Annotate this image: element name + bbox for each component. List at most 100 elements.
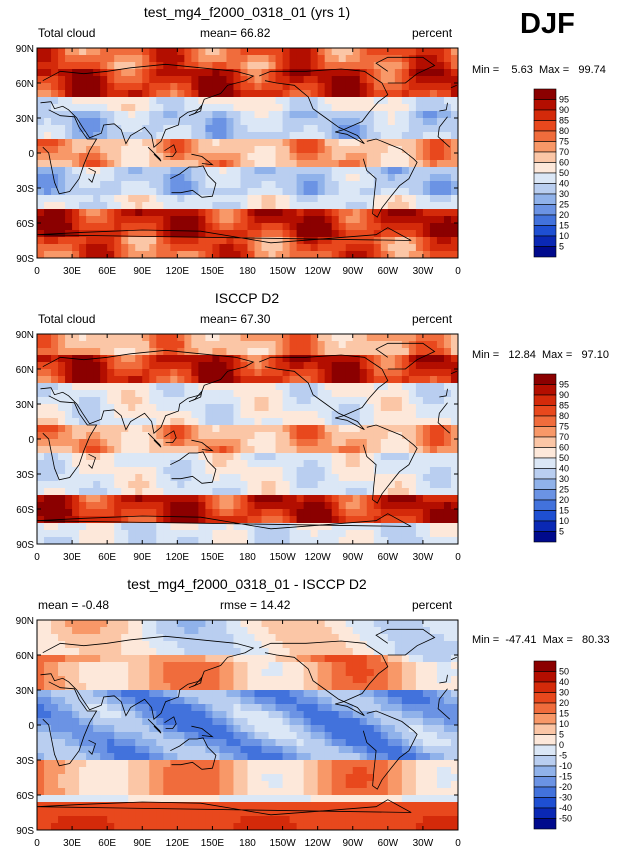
colorbar-level-label: 40 [559, 464, 569, 474]
colorbar-swatch [534, 714, 556, 725]
colorbar-swatch [534, 672, 556, 683]
colorbar-level-label: 40 [559, 677, 569, 687]
lat-tick-label: 0 [28, 435, 34, 446]
colorbar-swatch [534, 131, 556, 142]
colorbar-swatch [534, 693, 556, 704]
colorbar-level-label: 50 [559, 168, 569, 178]
lat-tick-label: 60N [16, 365, 34, 376]
colorbar-swatch [534, 215, 556, 226]
lon-tick-label: 30W [413, 552, 434, 563]
colorbar-level-label: 75 [559, 137, 569, 147]
colorbar-level-label: 90 [559, 390, 569, 400]
lon-tick-label: 30E [63, 266, 81, 277]
lon-tick-label: 120E [166, 266, 190, 277]
lat-tick-label: 30N [16, 114, 34, 125]
lon-tick-label: 60E [98, 266, 116, 277]
colorbar-level-label: -20 [559, 782, 572, 792]
colorbar-swatch [534, 511, 556, 522]
lat-tick-label: 30S [16, 184, 34, 195]
lon-tick-label: 0 [34, 838, 40, 849]
lon-tick-label: 60W [378, 838, 399, 849]
colorbar-swatch [534, 406, 556, 417]
colorbar-swatch [534, 756, 556, 767]
lat-tick-label: 0 [28, 721, 34, 732]
lon-tick-label: 150W [270, 838, 297, 849]
panel-3-minmax: Min = -47.41 Max = 80.33 [472, 634, 610, 646]
lon-tick-label: 90E [133, 266, 151, 277]
lat-tick-label: 90S [16, 540, 34, 551]
colorbar-level-label: 25 [559, 485, 569, 495]
colorbar-level-label: 50 [559, 453, 569, 463]
lat-tick-label: 90N [16, 44, 34, 55]
colorbar-level-label: 30 [559, 189, 569, 199]
colorbar-level-label: -40 [559, 803, 572, 813]
lat-tick-label: 30S [16, 470, 34, 481]
panel-1-title: test_mg4_f2000_0318_01 (yrs 1) [144, 4, 350, 20]
colorbar-swatch [534, 427, 556, 438]
lat-tick-label: 60S [16, 791, 34, 802]
lon-tick-label: 30E [63, 838, 81, 849]
colorbar-swatch [534, 184, 556, 195]
colorbar-level-label: 85 [559, 116, 569, 126]
lon-tick-label: 120W [305, 552, 332, 563]
colorbar-level-label: 5 [559, 527, 564, 537]
colorbar-swatch [534, 236, 556, 247]
colorbar-swatch [534, 416, 556, 427]
colorbar-swatch [534, 142, 556, 153]
colorbar-level-label: 50 [559, 667, 569, 677]
colorbar-level-label: 20 [559, 210, 569, 220]
lon-tick-label: 30W [413, 838, 434, 849]
lat-tick-label: 90N [16, 616, 34, 627]
colorbar-swatch [534, 152, 556, 163]
lat-tick-label: 30S [16, 756, 34, 767]
colorbar-swatch [534, 469, 556, 480]
lon-tick-label: 150W [270, 552, 297, 563]
colorbar-level-label: 70 [559, 147, 569, 157]
colorbar-swatch [534, 682, 556, 693]
lon-tick-label: 180 [239, 266, 256, 277]
lon-tick-label: 120W [305, 838, 332, 849]
lat-tick-label: 60S [16, 219, 34, 230]
colorbar-level-label: 60 [559, 443, 569, 453]
colorbar-level-label: 80 [559, 126, 569, 136]
colorbar-level-label: 80 [559, 411, 569, 421]
lon-tick-label: 150E [201, 552, 225, 563]
lon-tick-label: 0 [455, 552, 461, 563]
colorbar-level-label: 70 [559, 432, 569, 442]
colorbar-level-label: 75 [559, 422, 569, 432]
lon-tick-label: 90E [133, 838, 151, 849]
panel-2-title: ISCCP D2 [215, 290, 279, 306]
lon-tick-label: 60W [378, 266, 399, 277]
colorbar-level-label: 15 [559, 709, 569, 719]
lon-tick-label: 0 [455, 838, 461, 849]
lat-tick-label: 90N [16, 330, 34, 341]
colorbar-swatch [534, 173, 556, 184]
colorbar-swatch [534, 661, 556, 672]
colorbar-level-label: 95 [559, 95, 569, 105]
colorbar-swatch [534, 163, 556, 174]
lat-tick-label: 30N [16, 400, 34, 411]
colorbar-level-label: -50 [559, 814, 572, 824]
lon-tick-label: 120E [166, 552, 190, 563]
colorbar-swatch [534, 226, 556, 237]
colorbar-swatch [534, 703, 556, 714]
lon-tick-label: 30E [63, 552, 81, 563]
colorbar-swatch [534, 374, 556, 385]
lon-tick-label: 150E [201, 838, 225, 849]
colorbar-swatch [534, 808, 556, 819]
colorbar-swatch [534, 490, 556, 501]
lat-tick-label: 90S [16, 254, 34, 265]
lon-tick-label: 180 [239, 838, 256, 849]
colorbar-swatch [534, 479, 556, 490]
lon-tick-label: 90W [342, 552, 363, 563]
lat-tick-label: 30N [16, 686, 34, 697]
colorbar-swatch [534, 766, 556, 777]
colorbar-swatch [534, 521, 556, 532]
